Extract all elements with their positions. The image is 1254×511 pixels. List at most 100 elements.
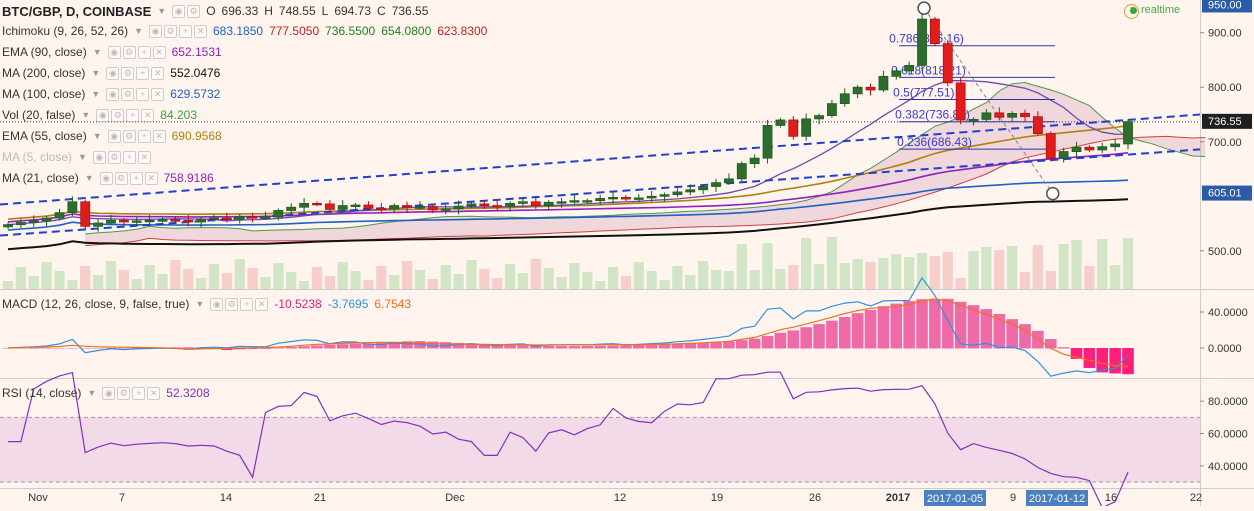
candle-body [749,157,760,164]
macd-histogram-bar [388,342,400,349]
indicator-value: 654.0800 [381,24,432,38]
chevron-down-icon[interactable]: ▼ [134,26,143,36]
volume-bar [363,280,374,289]
indicator-name[interactable]: EMA (90, close) [2,45,87,59]
volume-bar [492,278,503,289]
indicator-name[interactable]: MA (100, close) [2,87,86,101]
legend-buttons[interactable]: ◉ ⚙ + ✕ [106,87,165,101]
indicator-name[interactable]: EMA (55, close) [2,129,87,143]
indicator-name[interactable]: MA (5, close) [2,150,73,164]
candle-body [955,82,966,121]
macd-histogram-bar [272,347,285,349]
indicator-name[interactable]: Ichimoku (9, 26, 52, 26) [2,24,129,38]
macd-histogram-bar [92,348,104,349]
macd-histogram-bar [581,345,594,349]
candle-body [814,115,824,120]
candle-body [247,216,258,219]
volume-bar [286,272,297,289]
legend-buttons[interactable]: ◉ ⚙ + ✕ [149,24,207,38]
indicator-value: 683.1850 [213,24,264,38]
top-price-label: 950.00 [1208,0,1242,11]
legend-buttons[interactable]: ◉ ⚙ + ✕ [96,108,155,122]
candle-body [273,210,284,218]
candle-body [646,195,657,199]
volume-bar [131,279,142,289]
indicator-value: 777.5050 [269,24,320,38]
candle-body [569,200,580,203]
rsi-band [0,417,1200,482]
volume-bar [878,258,889,289]
indicator-name[interactable]: Vol (20, false) [2,108,76,122]
chevron-down-icon[interactable]: ▼ [91,68,101,78]
candle-body [711,182,721,187]
chevron-down-icon[interactable]: ▼ [78,152,87,162]
candle-body [41,217,52,222]
macd-histogram-bar [645,344,658,349]
legend-buttons[interactable]: ◉ ⚙ + ✕ [210,297,269,311]
macd-histogram-bar [491,344,503,349]
candle-body [106,219,116,224]
chevron-down-icon[interactable]: ▼ [157,6,167,16]
indicator-legend: MA (200, close) ▼ ◉ ⚙ + ✕ 552.0476 [2,64,220,82]
legend-buttons[interactable]: ◉ ⚙ + ✕ [99,171,158,185]
macd-histogram-bar [349,343,362,349]
macd-histogram-bar [864,309,877,349]
candle-body [698,186,709,191]
legend-buttons[interactable]: ◉ ⚙ + ✕ [106,66,165,80]
indicator-value: 84.203 [160,108,197,122]
macd-histogram-bar [233,348,246,350]
macd-histogram-bar [748,338,761,349]
main-legend: BTC/GBP, D, COINBASE ▼ ◉ ⚙ O 696.33 H 748.5… [2,2,428,20]
macd-tick-label: 40.0000 [1208,307,1248,319]
macd-histogram-bar [1044,339,1057,349]
volume-bar [698,261,709,289]
ma-21-line [7,79,1129,226]
chevron-down-icon[interactable]: ▼ [195,299,205,309]
macd-histogram-bar [336,344,349,349]
volume-bar [80,266,91,289]
volume-bar [414,270,426,289]
chevron-down-icon[interactable]: ▼ [87,388,97,398]
macd-histogram-bar [182,347,195,349]
legend-buttons[interactable]: ◉ ⚙ [172,4,201,18]
macd-histogram-bar [929,298,941,349]
macd-histogram-bar [1019,324,1031,349]
macd-histogram-bar [633,345,645,349]
legend-buttons[interactable]: ◉ ⚙ + ✕ [107,45,166,59]
volume-bar [736,244,747,289]
legend-buttons[interactable]: ◉ ⚙ + ✕ [92,150,151,164]
chevron-down-icon[interactable]: ▼ [92,131,102,141]
macd-histogram-bar [916,299,928,349]
macd-histogram-bar [710,342,722,349]
indicator-name[interactable]: MA (200, close) [2,66,86,80]
x-tick-label: 19 [711,492,723,504]
macd-histogram-bar [954,301,967,349]
volume-bar [569,263,580,289]
symbol-title[interactable]: BTC/GBP, D, COINBASE [2,3,152,19]
chevron-down-icon[interactable]: ▼ [81,110,91,120]
candle-body [80,201,91,227]
chevron-down-icon[interactable]: ▼ [91,89,101,99]
candle-body [427,206,438,211]
macd-histogram-bar [1122,348,1134,375]
candle-body [659,194,670,197]
volume-bar [118,270,130,289]
candle-body [505,202,515,207]
volume-bar [994,250,1005,289]
indicator-name[interactable]: RSI (14, close) [2,386,82,400]
indicator-name[interactable]: MA (21, close) [2,171,79,185]
candle-body [312,202,322,206]
chevron-down-icon[interactable]: ▼ [84,173,94,183]
legend-buttons[interactable]: ◉ ⚙ + ✕ [107,129,166,143]
macd-histogram-bar [504,344,516,349]
indicator-value: 52.3208 [166,386,210,400]
volume-bar [170,260,181,289]
chevron-down-icon[interactable]: ▼ [92,47,102,57]
indicator-name[interactable]: MACD (12, 26, close, 9, false, true) [2,297,190,311]
legend-buttons[interactable]: ◉ ⚙ + ✕ [102,386,161,400]
volume-bar [916,253,928,289]
low-price-badge [1202,185,1252,201]
indicator-value: 736.5500 [325,24,376,38]
volume-bar [221,273,232,289]
